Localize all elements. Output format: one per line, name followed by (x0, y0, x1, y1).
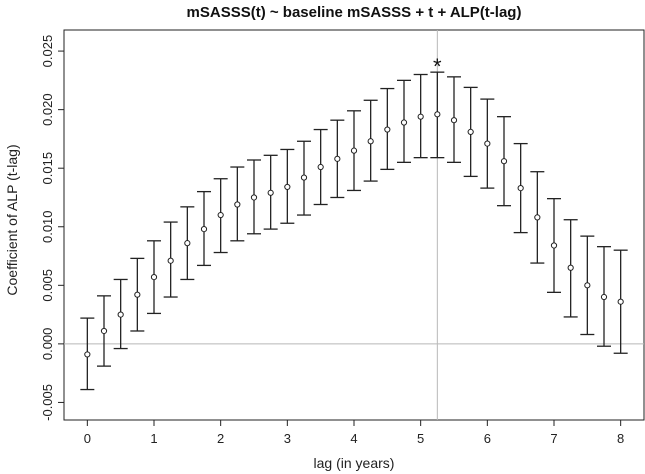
data-point (450, 117, 458, 124)
data-point (367, 138, 374, 145)
data-point (167, 257, 174, 264)
data-point (384, 126, 391, 133)
data-point (134, 291, 141, 298)
data-point (517, 185, 524, 192)
data-point (317, 163, 324, 171)
y-tick-label: 0.025 (40, 35, 55, 68)
data-point (567, 264, 574, 271)
chart-title: mSASSS(t) ~ baseline mSASSS + t + ALP(t-… (187, 4, 522, 21)
data-point (467, 128, 474, 135)
data-point (150, 274, 158, 281)
data-point (484, 140, 491, 147)
data-point (617, 298, 624, 305)
data-point (184, 240, 191, 247)
x-tick-label: 3 (284, 431, 291, 446)
x-tick-label: 8 (617, 431, 624, 446)
data-point (84, 351, 91, 358)
y-tick-label: 0.015 (40, 152, 55, 185)
significance-star: * (433, 54, 442, 79)
data-point (550, 242, 558, 249)
data-point (584, 282, 591, 289)
data-point (400, 119, 408, 126)
y-tick-label: 0.000 (40, 328, 55, 361)
x-axis-label: lag (in years) (314, 455, 395, 471)
plot-layer: 0 1 2 3 4 5 6 7 8 -0.005 0.000 0.005 0.010 0.015 0.020… (40, 30, 644, 446)
y-tick-label: 0.010 (40, 210, 55, 243)
x-tick-label: 1 (150, 431, 157, 446)
data-point (200, 225, 208, 233)
data-point (267, 189, 274, 196)
y-tick-label: -0.005 (40, 384, 55, 421)
data-point (284, 183, 291, 191)
y-tick-label: 0.020 (40, 93, 55, 126)
data-point (350, 147, 358, 154)
y-tick-label: 0.005 (40, 269, 55, 302)
data-point (117, 311, 124, 318)
x-tick-label: 7 (550, 431, 557, 446)
data-point (417, 113, 424, 120)
data-point (234, 201, 241, 208)
data-point (250, 194, 258, 201)
data-point (434, 111, 441, 118)
x-tick-label: 4 (350, 431, 357, 446)
data-point (217, 211, 224, 219)
data-point (100, 327, 108, 335)
data-point (300, 174, 308, 181)
plot-frame (63, 29, 645, 421)
data-point (500, 158, 508, 165)
x-tick-label: 2 (217, 431, 224, 446)
data-point (534, 214, 541, 221)
x-tick-label: 5 (417, 431, 424, 446)
x-tick-label: 6 (484, 431, 491, 446)
data-point (600, 293, 608, 301)
y-axis-label: Coefficient of ALP (t-lag) (4, 144, 20, 295)
data-point (334, 155, 341, 162)
x-tick-label: 0 (84, 431, 91, 446)
